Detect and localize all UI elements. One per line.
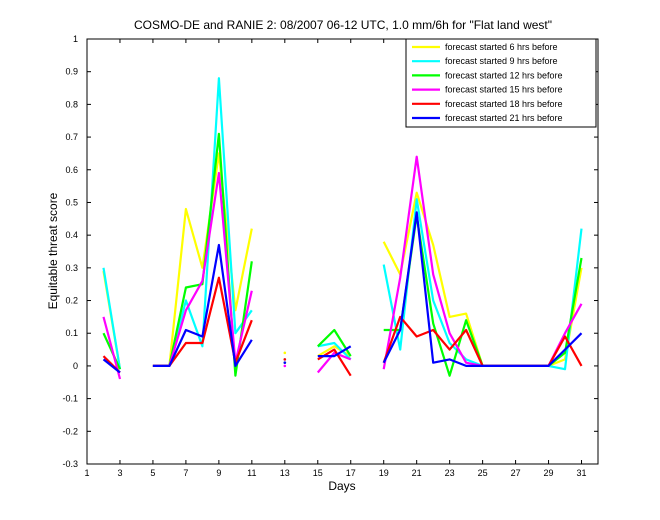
y-axis-ticks: -0.3 -0.2 -0.1 0 0.1 0.2 0.3 0.4 0.5 0.6 0.7 0.8 0.9… [62, 34, 598, 469]
legend-label: forecast started 9 hrs before [445, 56, 558, 66]
x-tick-label: 13 [280, 468, 290, 478]
y-tick-label: 0.6 [65, 165, 78, 175]
y-tick-label: 0.2 [65, 296, 78, 306]
y-tick-label: 0.9 [65, 67, 78, 77]
y-tick-label: 0.7 [65, 132, 78, 142]
series-point [283, 364, 287, 368]
legend-label: forecast started 12 hrs before [445, 70, 563, 80]
series-line-segment [102, 267, 122, 370]
series-line-segment [102, 358, 121, 374]
x-tick-label: 7 [183, 468, 188, 478]
series-line-segment [317, 328, 352, 357]
y-tick-label: 0.8 [65, 99, 78, 109]
series-line-segment [382, 211, 583, 367]
series-line-segment [317, 345, 352, 358]
y-tick-label: 0 [73, 361, 78, 371]
x-tick-label: 3 [117, 468, 122, 478]
x-tick-label: 17 [346, 468, 356, 478]
legend-label: forecast started 18 hrs before [445, 99, 563, 109]
x-tick-label: 31 [577, 468, 587, 478]
series-6 [102, 211, 583, 374]
y-tick-label: 0.4 [65, 230, 78, 240]
x-tick-label: 25 [478, 468, 488, 478]
series-point [283, 361, 287, 364]
y-tick-label: 1 [73, 34, 78, 44]
series-point [283, 351, 287, 355]
series-line-segment [317, 341, 352, 361]
x-tick-label: 19 [379, 468, 389, 478]
legend-label: forecast started 21 hrs before [445, 113, 563, 123]
series-line-segment [152, 243, 253, 367]
x-tick-label: 1 [84, 468, 89, 478]
x-tick-label: 21 [412, 468, 422, 478]
y-tick-label: -0.2 [62, 426, 78, 436]
x-tick-label: 11 [247, 468, 256, 478]
legend: forecast started 6 hrs before forecast st… [405, 38, 597, 128]
y-tick-label: 0.1 [65, 328, 78, 338]
y-tick-label: -0.1 [62, 394, 78, 404]
legend-label: forecast started 6 hrs before [445, 42, 558, 52]
chart-title: COSMO-DE and RANIE 2: 08/2007 06-12 UTC,… [134, 18, 552, 32]
series-layer [102, 77, 583, 380]
x-tick-label: 15 [313, 468, 323, 478]
x-tick-label: 27 [511, 468, 521, 478]
x-tick-label: 9 [216, 468, 221, 478]
x-tick-label: 29 [544, 468, 554, 478]
y-axis-label: Equitable threat score [46, 192, 60, 309]
y-tick-label: 0.3 [65, 263, 78, 273]
x-tick-label: 23 [445, 468, 455, 478]
legend-label: forecast started 15 hrs before [445, 85, 563, 95]
x-axis-label: Days [328, 479, 355, 493]
series-line-segment [316, 351, 352, 374]
y-tick-label: -0.3 [62, 459, 78, 469]
series-point [283, 358, 287, 361]
y-tick-label: 0.5 [65, 197, 78, 207]
legend-box [405, 38, 597, 128]
x-tick-label: 5 [150, 468, 155, 478]
